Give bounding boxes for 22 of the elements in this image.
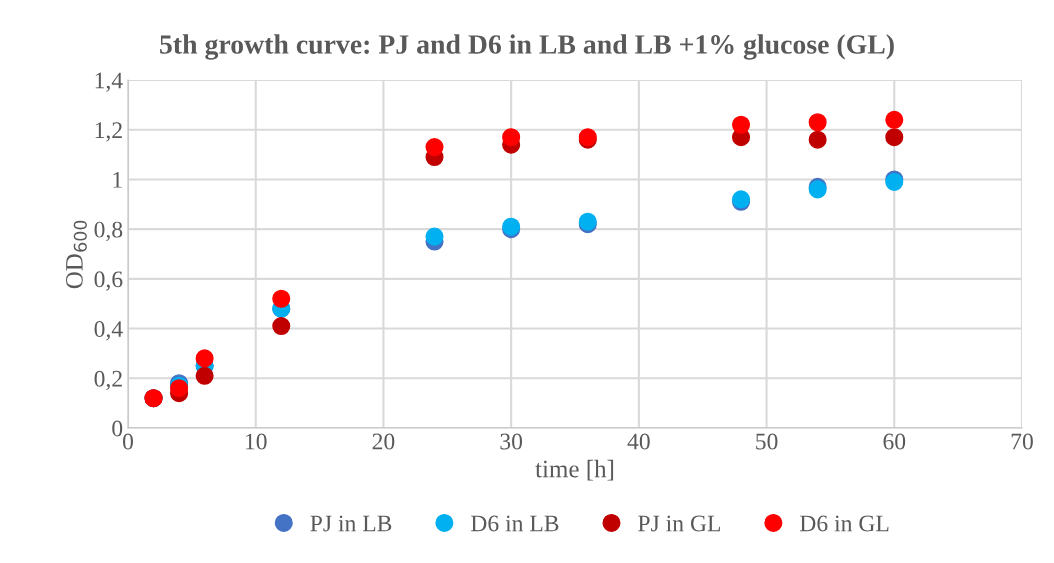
x-tick-label: 70 [1011,433,1033,450]
y-tick-label: 1,2 [95,122,122,142]
y-tick-label: 0 [112,420,123,437]
legend-label: PJ in LB [310,515,392,532]
legend-label: PJ in GL [638,515,720,532]
x-tick-label: 30 [500,433,523,450]
y-tick-label: 1 [113,172,122,188]
y-tick-label: 0,4 [94,321,123,341]
x-tick-label: 10 [245,433,267,450]
x-tick-label: 40 [627,433,650,450]
y-tick-label: 0,6 [94,271,123,291]
x-tick-label: 60 [883,433,906,450]
y-axis-title: OD$_{600}$ [66,220,87,289]
x-axis-title: time [h] [535,459,614,481]
y-tick-label: 0,2 [94,370,122,391]
x-tick-label: 20 [372,433,395,450]
legend-label: D6 in GL [800,515,889,532]
x-tick-label: 50 [756,433,778,450]
legend-label: D6 in LB [471,515,559,532]
y-tick-label: 1,4 [95,72,123,92]
chart-title: 5th growth curve: PJ and D6 in LB and LB +1% glucose (GL) [160,34,894,60]
y-tick-label: 0,8 [94,221,123,241]
